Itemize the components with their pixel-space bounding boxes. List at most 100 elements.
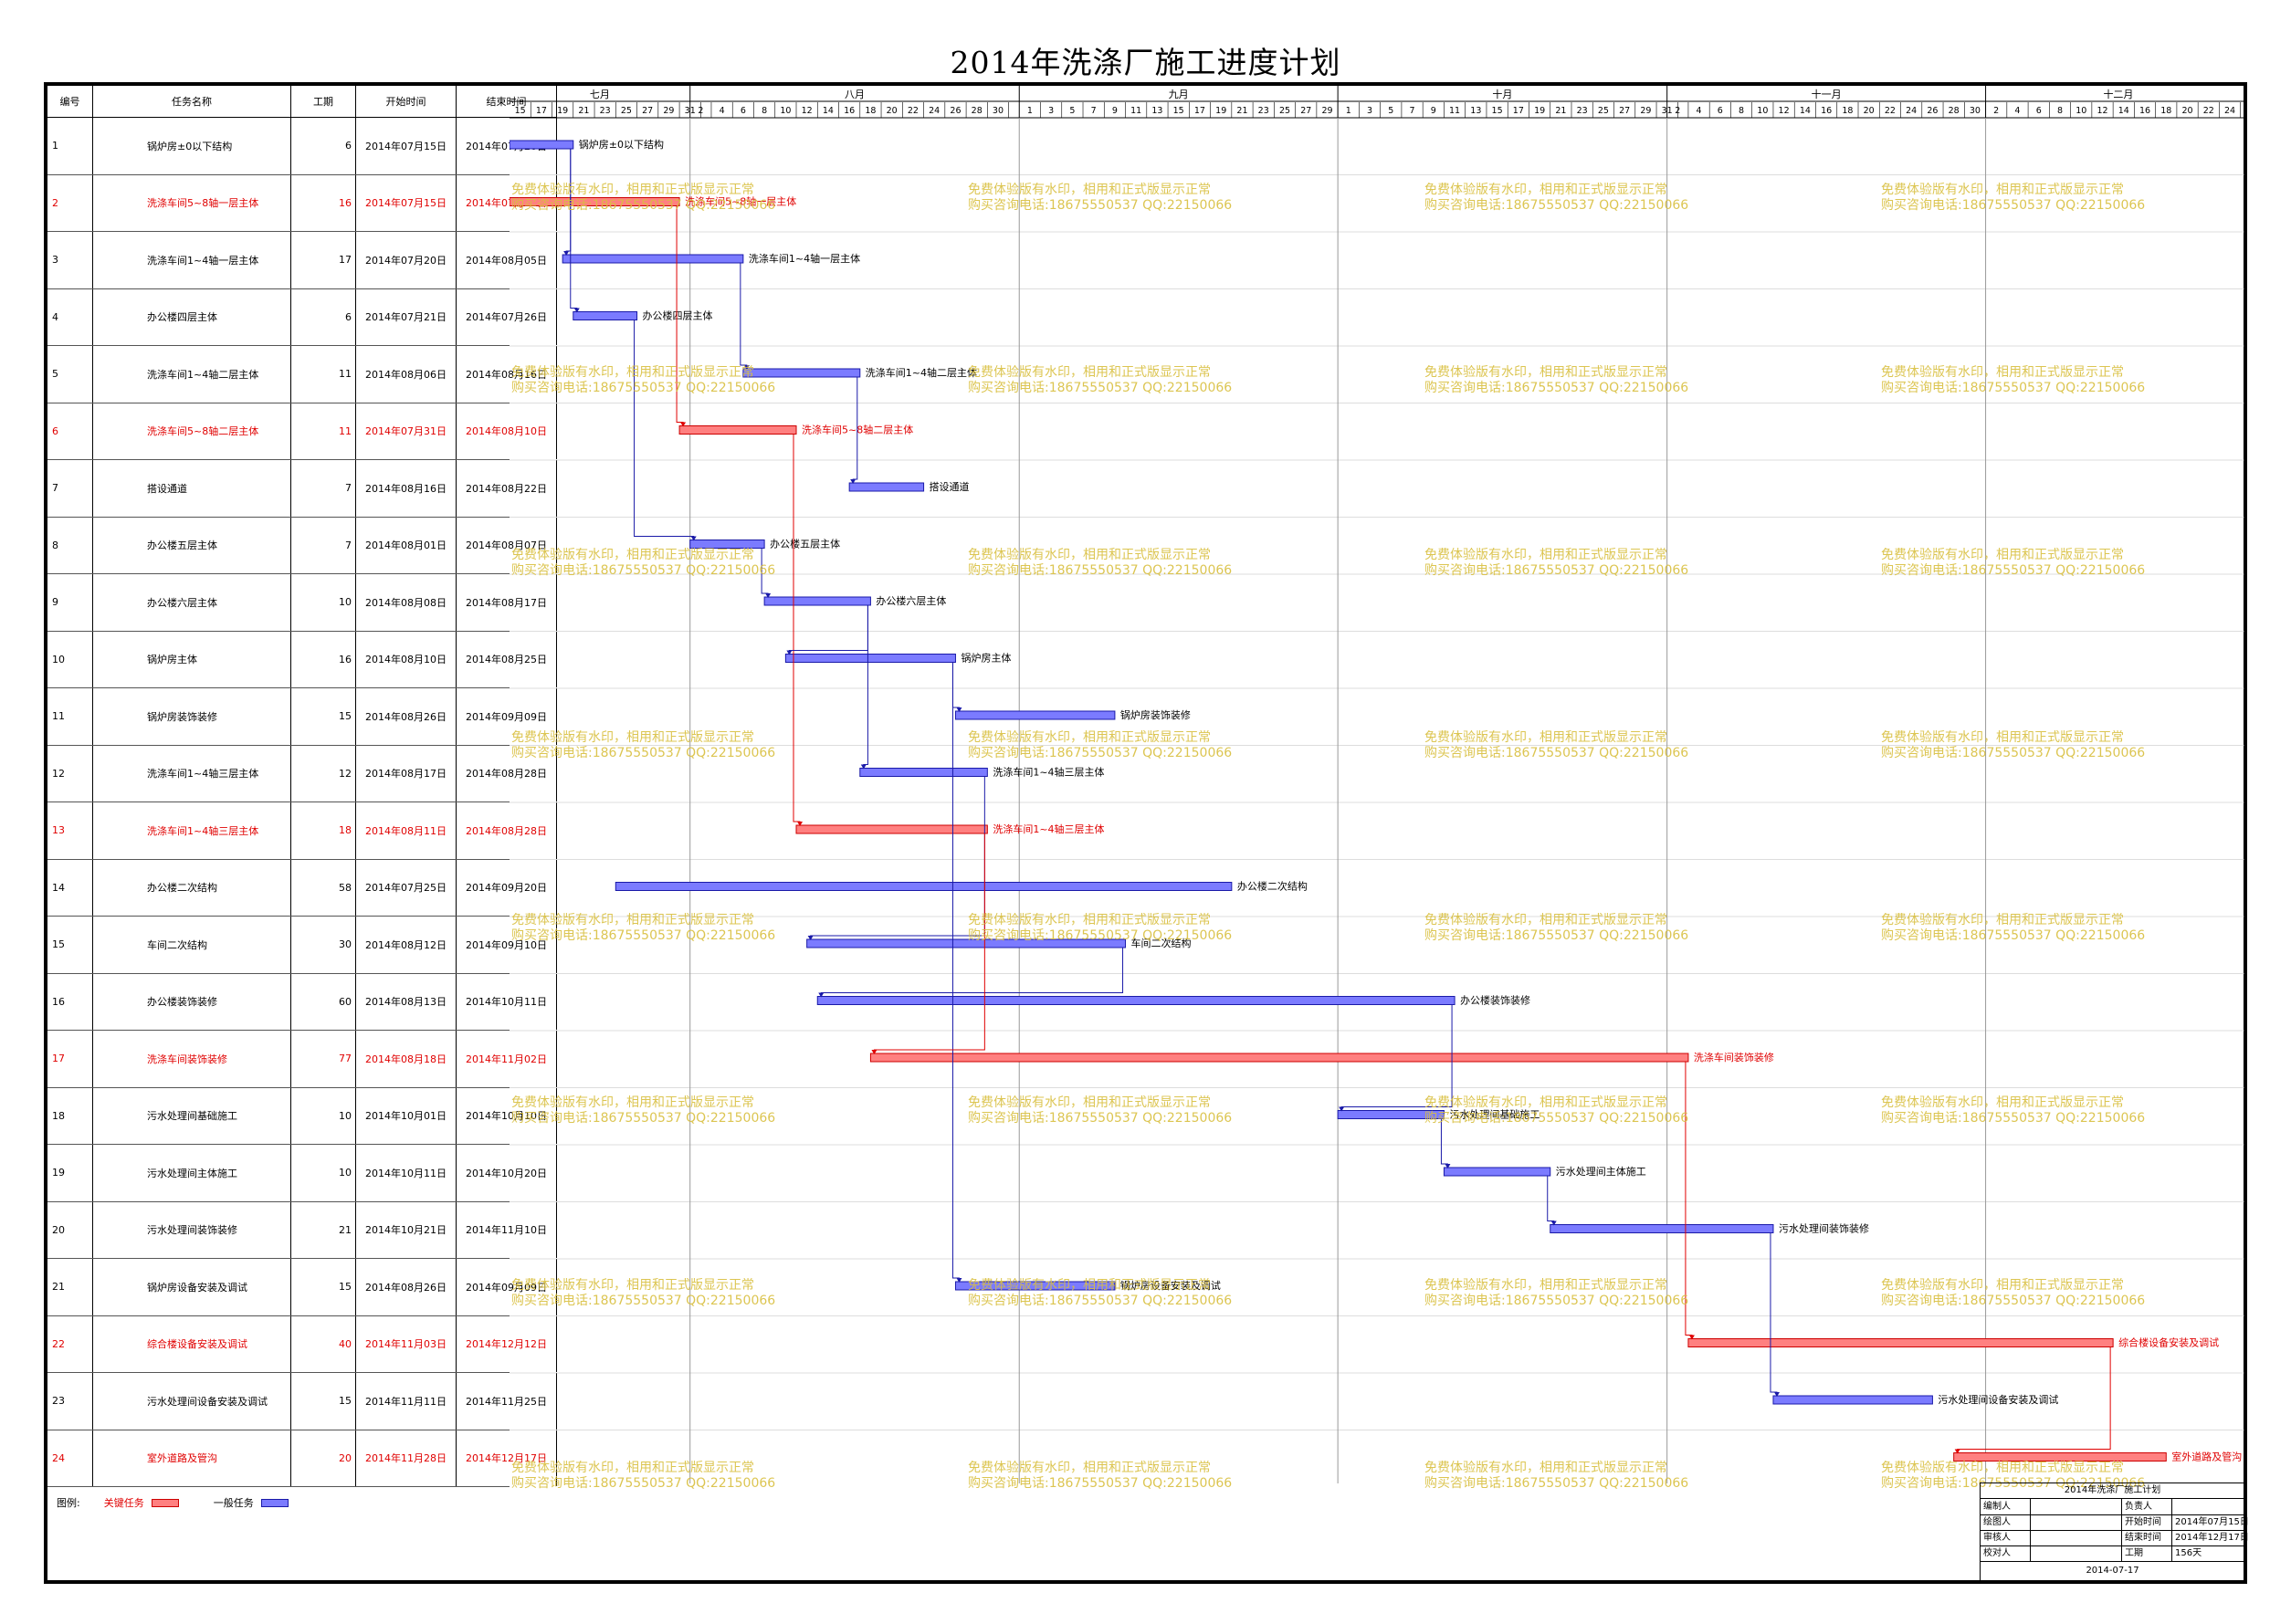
day-tick-label: 17 [1513, 106, 1524, 116]
day-tick-label: 13 [1151, 106, 1162, 116]
task-end: 2014年10月11日 [457, 973, 557, 1030]
day-tick-label: 24 [2224, 106, 2235, 116]
table-row: 23 污水处理间设备安装及调试 15 2014年11月11日 2014年11月25日 [47, 1373, 557, 1430]
legend-critical-label: 关键任务 [103, 1497, 144, 1509]
task-id: 22 [47, 1315, 93, 1372]
task-bar-label: 洗涤车间1~4轴三层主体 [993, 822, 1104, 835]
day-tick-label: 26 [950, 106, 961, 116]
task-start: 2014年08月18日 [356, 1031, 457, 1087]
task-end: 2014年09月09日 [457, 688, 557, 745]
task-id: 24 [47, 1430, 93, 1486]
dependency-arrow [797, 822, 804, 826]
task-end: 2014年10月10日 [457, 1087, 557, 1144]
task-duration: 30 [291, 917, 356, 973]
task-duration: 10 [291, 574, 356, 631]
task-id: 3 [47, 232, 93, 288]
task-id: 1 [47, 118, 93, 174]
task-start: 2014年11月28日 [356, 1430, 457, 1486]
task-bar [1550, 1224, 1774, 1233]
task-start: 2014年07月31日 [356, 403, 457, 459]
info-key: 工期 [2122, 1545, 2172, 1561]
dependency-link [1770, 1232, 1778, 1396]
table-row: 11 锅炉房装饰装修 15 2014年08月26日 2014年09月09日 [47, 688, 557, 746]
table-row: 12 洗涤车间1~4轴三层主体 12 2014年08月17日 2014年08月28日 [47, 745, 557, 802]
dependency-link [793, 434, 801, 825]
task-id: 20 [47, 1201, 93, 1258]
task-end: 2014年08月22日 [457, 460, 557, 517]
day-tick-label: 21 [1236, 106, 1247, 116]
task-name: 洗涤车间5~8轴一层主体 [93, 174, 291, 231]
day-tick-label: 31 [1662, 106, 1673, 116]
task-name: 洗涤车间5~8轴二层主体 [93, 403, 291, 459]
dependency-arrow [956, 707, 962, 712]
task-start: 2014年07月20日 [356, 232, 457, 288]
task-start: 2014年08月08日 [356, 574, 457, 631]
legend-label: 图例: [57, 1497, 80, 1509]
task-duration: 18 [291, 802, 356, 859]
task-bar-label: 锅炉房主体 [961, 652, 1011, 665]
task-duration: 77 [291, 1031, 356, 1087]
task-start: 2014年08月06日 [356, 346, 457, 403]
day-tick-label: 3 [1367, 106, 1372, 116]
table-row: 6 洗涤车间5~8轴二层主体 11 2014年07月31日 2014年08月10日 [47, 403, 557, 460]
dependency-arrow [850, 479, 856, 484]
task-start: 2014年07月15日 [356, 118, 457, 174]
day-tick-label: 24 [929, 106, 940, 116]
info-key: 负责人 [2122, 1499, 2172, 1514]
dependency-arrow [1773, 1392, 1780, 1397]
task-end: 2014年07月26日 [457, 288, 557, 345]
dependency-link [810, 776, 985, 939]
day-tick-label: 22 [1885, 106, 1896, 116]
task-end: 2014年09月20日 [457, 859, 557, 916]
day-tick-label: 22 [908, 106, 919, 116]
day-tick-label: 15 [1492, 106, 1503, 116]
table-row: 13 洗涤车间1~4轴三层主体 18 2014年08月11日 2014年08月28日 [47, 802, 557, 860]
task-end: 2014年08月28日 [457, 745, 557, 802]
task-start: 2014年10月01日 [356, 1087, 457, 1144]
month-label: 九月 [1169, 89, 1189, 100]
task-end: 2014年08月17日 [457, 574, 557, 631]
month-label: 七月 [590, 89, 610, 100]
day-tick-label: 9 [1112, 106, 1118, 116]
dependency-arrow [563, 251, 570, 256]
task-bar-label: 办公楼五层主体 [770, 538, 840, 550]
day-tick-label: 25 [621, 106, 632, 116]
day-tick-label: 5 [1069, 106, 1075, 116]
day-tick-label: 14 [1800, 106, 1811, 116]
table-row: 4 办公楼四层主体 6 2014年07月21日 2014年07月26日 [47, 288, 557, 346]
task-duration: 15 [291, 688, 356, 745]
dependency-arrow [1954, 1449, 1960, 1454]
task-bar [795, 824, 988, 834]
task-duration: 12 [291, 745, 356, 802]
task-start: 2014年07月15日 [356, 174, 457, 231]
header-name: 任务名称 [93, 86, 291, 118]
table-row: 17 洗涤车间装饰装修 77 2014年08月18日 2014年11月02日 [47, 1031, 557, 1088]
task-table: 编号 任务名称 工期 开始时间 结束时间 1 锅炉房±0以下结构 6 2014年07月… [47, 86, 557, 1487]
task-duration: 17 [291, 232, 356, 288]
task-name: 污水处理间设备安装及调试 [93, 1373, 291, 1430]
day-tick-label: 17 [536, 106, 547, 116]
task-id: 15 [47, 917, 93, 973]
task-end: 2014年12月12日 [457, 1315, 557, 1372]
task-id: 11 [47, 688, 93, 745]
task-bar-label: 污水处理间主体施工 [1556, 1165, 1646, 1178]
day-tick-label: 20 [2181, 106, 2192, 116]
day-tick-label: 7 [1410, 106, 1415, 116]
dependency-arrow [765, 593, 772, 598]
dependency-link [820, 948, 1124, 997]
day-tick-label: 4 [2014, 106, 2020, 116]
task-name: 搭设通道 [93, 460, 291, 517]
task-name: 洗涤车间1~4轴三层主体 [93, 745, 291, 802]
task-duration: 6 [291, 118, 356, 174]
task-start: 2014年08月17日 [356, 745, 457, 802]
task-start: 2014年08月11日 [356, 802, 457, 859]
info-box-date: 2014-07-17 [2086, 1566, 2139, 1576]
task-bar-label: 室外道路及管沟 [2171, 1451, 2242, 1463]
task-name: 洗涤车间装饰装修 [93, 1031, 291, 1087]
month-label: 十二月 [2103, 88, 2133, 100]
info-value: 2014年12月17日 [2175, 1533, 2249, 1543]
task-bar [763, 596, 871, 606]
day-tick-label: 8 [762, 106, 767, 116]
day-tick-label: 10 [2076, 106, 2086, 116]
task-duration: 21 [291, 1201, 356, 1258]
